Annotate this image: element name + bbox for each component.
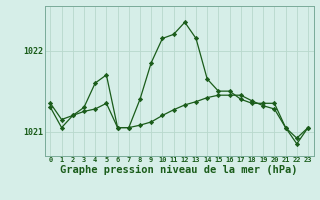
X-axis label: Graphe pression niveau de la mer (hPa): Graphe pression niveau de la mer (hPa) xyxy=(60,165,298,175)
